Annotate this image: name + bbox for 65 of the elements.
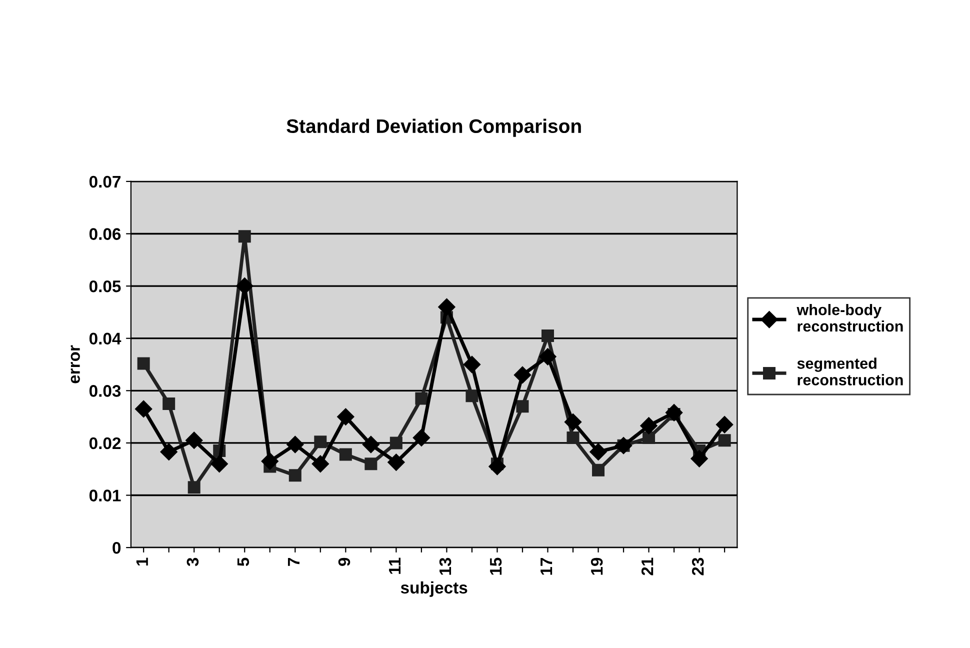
point xyxy=(339,448,352,461)
y-tick-label: 0.01 xyxy=(89,490,121,502)
y-tick-label: 0.03 xyxy=(89,385,121,397)
point xyxy=(541,329,554,342)
x-tick-label: 15 xyxy=(490,558,502,575)
chart-title: Standard Deviation Comparison xyxy=(286,118,581,137)
legend-label: segmented reconstruction xyxy=(797,358,903,386)
y-tick-label: 0.04 xyxy=(89,332,122,345)
point xyxy=(137,357,150,370)
point xyxy=(362,436,380,454)
point xyxy=(566,431,580,444)
point xyxy=(640,417,658,434)
legend-label: whole-body reconstruction xyxy=(796,304,903,332)
point xyxy=(286,436,304,454)
y-tick-label: 0.07 xyxy=(89,176,120,188)
point xyxy=(337,408,354,426)
point xyxy=(188,481,200,494)
point xyxy=(314,436,327,448)
x-tick-label: 3 xyxy=(186,558,199,566)
point xyxy=(665,404,683,422)
point xyxy=(160,443,178,460)
point xyxy=(186,432,203,449)
x-tick-label: 19 xyxy=(590,558,603,575)
x-tick-label: 23 xyxy=(692,558,704,576)
x-tick-label: 5 xyxy=(237,558,250,566)
point xyxy=(718,434,731,447)
x-axis-title: subjects xyxy=(400,581,468,597)
point xyxy=(438,298,456,316)
point xyxy=(592,464,605,476)
point xyxy=(614,437,632,454)
point xyxy=(690,450,708,468)
point xyxy=(312,455,329,472)
point xyxy=(210,455,228,472)
point xyxy=(466,390,478,402)
y-tick-label: 0.05 xyxy=(89,280,121,292)
x-tick-label: 17 xyxy=(540,558,552,575)
point xyxy=(288,469,302,482)
y-tick-label: 0 xyxy=(112,542,121,554)
point xyxy=(364,458,378,470)
x-tick-label: 21 xyxy=(641,558,654,576)
point xyxy=(514,366,532,384)
point xyxy=(390,436,402,450)
x-tick-label: 1 xyxy=(136,558,148,566)
x-tick-label: 11 xyxy=(389,558,400,574)
y-axis-title: error xyxy=(70,345,80,384)
y-tick-label: 0.02 xyxy=(89,437,121,450)
point xyxy=(135,400,152,418)
y-tick-label: 0.06 xyxy=(89,228,121,240)
point xyxy=(516,400,529,413)
point xyxy=(539,348,556,366)
point xyxy=(388,454,405,471)
point xyxy=(261,452,278,470)
x-tick-label: 9 xyxy=(338,558,350,566)
point xyxy=(716,416,734,434)
x-tick-label: 13 xyxy=(439,558,452,575)
point xyxy=(412,429,430,446)
point xyxy=(162,397,176,410)
point xyxy=(642,431,656,444)
point xyxy=(590,443,607,460)
point xyxy=(488,458,506,476)
point xyxy=(415,392,428,405)
point xyxy=(238,230,251,243)
point xyxy=(463,356,481,374)
x-tick-label: 7 xyxy=(288,558,300,566)
point xyxy=(564,413,582,431)
